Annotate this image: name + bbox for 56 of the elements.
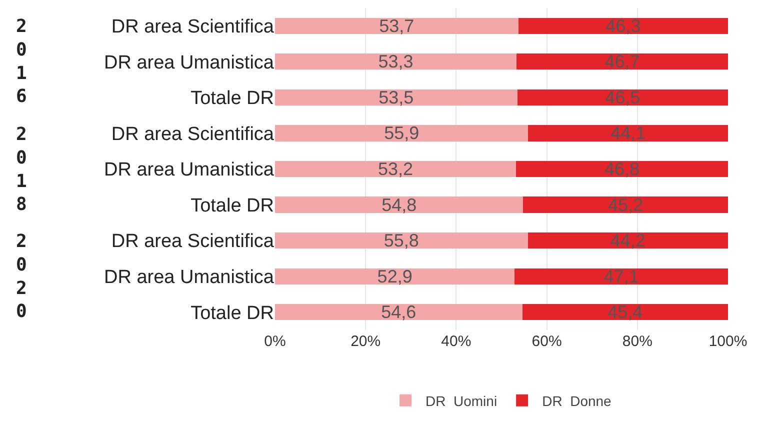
data-label: 55,8: [384, 230, 419, 251]
bar: [523, 196, 728, 213]
bar: [275, 125, 528, 142]
y-tick-label: Totale DR: [190, 302, 274, 324]
y-tick-label: Totale DR: [190, 88, 274, 110]
data-label: 55,9: [384, 123, 420, 144]
text: 2018: [16, 124, 27, 216]
bar: [514, 268, 728, 284]
data-label: 53,2: [378, 159, 414, 179]
x-tick-label: 0%: [264, 333, 286, 350]
y-tick-label: DR area Umanistica: [104, 160, 274, 181]
y-tick-label: DR area Scientifica: [111, 231, 274, 252]
y-tick-label: DR area Umanistica: [104, 266, 274, 288]
data-label: 45,4: [608, 302, 643, 322]
bar: [275, 196, 524, 213]
bar: [516, 54, 728, 70]
bar: [516, 160, 728, 178]
legend-label: DR Uomini: [426, 392, 498, 409]
text: 2020: [16, 231, 27, 322]
bar: [275, 54, 516, 70]
data-label: 52,9: [377, 266, 412, 286]
data-label: 46,5: [605, 87, 640, 108]
bar: [275, 268, 515, 284]
bar: [528, 125, 728, 142]
data-label: 45,2: [608, 194, 644, 215]
bar: [275, 304, 522, 320]
x-tick-label: 40%: [441, 333, 472, 350]
data-label: 53,7: [379, 16, 414, 36]
data-label: 44,2: [610, 230, 646, 251]
data-label: 46,3: [606, 16, 641, 36]
bar: [528, 232, 728, 249]
bar: [522, 304, 728, 320]
data-label: 44,1: [610, 123, 646, 144]
y-tick-label: DR area Umanistica: [104, 52, 274, 74]
bar: [275, 89, 518, 106]
data-label: 54,6: [381, 302, 416, 322]
x-tick-label: 20%: [350, 333, 381, 350]
data-label: 46,7: [604, 52, 640, 72]
data-label: 46,8: [604, 159, 640, 179]
data-label: 47,1: [604, 266, 639, 286]
legend-label: DR Donne: [542, 392, 612, 409]
y-tick-label: DR area Scientifica: [111, 16, 274, 38]
y-tick-label: DR area Scientifica: [111, 124, 274, 145]
bar: [517, 89, 728, 106]
data-label: 54,8: [382, 194, 417, 215]
x-tick-label: 100%: [708, 333, 748, 350]
data-label: 53,5: [378, 87, 414, 108]
bar: [275, 160, 516, 178]
bar: [275, 232, 528, 249]
text: 2016: [16, 16, 27, 108]
bar: [275, 18, 518, 34]
bar: [518, 18, 728, 34]
x-tick-label: 60%: [532, 333, 562, 350]
x-tick-label: 80%: [622, 333, 652, 350]
data-label: 53,3: [378, 52, 414, 72]
y-tick-label: Totale DR: [190, 195, 274, 216]
